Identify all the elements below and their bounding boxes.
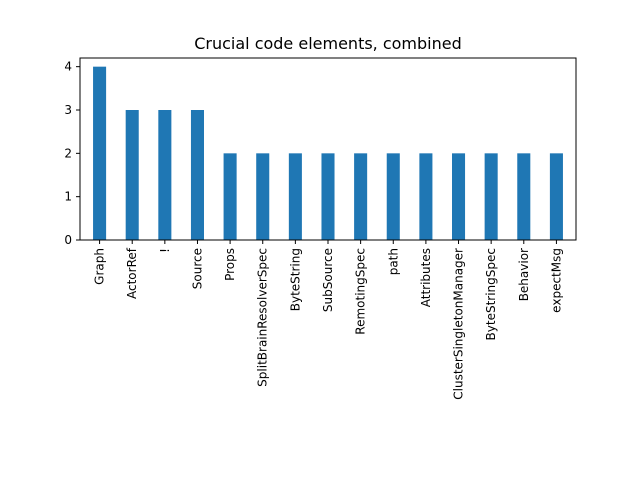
x-tick-label-3: Source [190, 248, 204, 289]
y-tick-label-1: 1 [64, 190, 72, 204]
bar-4 [223, 153, 237, 240]
x-tick-label-6: ByteString [288, 248, 302, 311]
x-axis: Graph ActorRef! Source Props SplitBrainResol… [93, 240, 563, 400]
bar-0 [93, 66, 107, 241]
plot-frame [79, 57, 577, 241]
bar-3 [190, 110, 204, 240]
bar-5 [256, 153, 270, 240]
x-tick-label-12: ByteStringSpec [484, 248, 498, 340]
x-tick-label-9: path [386, 248, 400, 275]
y-tick-label-2: 2 [64, 146, 72, 160]
x-tick-label-13: Behavior [517, 248, 531, 301]
x-tick-label-0: Graph [93, 248, 107, 285]
x-tick-label-2: ! [158, 248, 172, 253]
bar-9 [386, 153, 400, 240]
y-tick-label-0: 0 [64, 233, 72, 247]
x-tick-label-7: SubSource [321, 248, 335, 312]
bar-11 [452, 153, 466, 240]
chart-title: Crucial code elements, combined [194, 34, 462, 53]
x-tick-label-10: Attributes [419, 248, 433, 307]
bar-7 [321, 153, 335, 240]
x-tick-label-11: ClusterSingletonManager [452, 248, 466, 400]
bar-12 [484, 153, 498, 240]
bar-6 [288, 153, 302, 240]
y-tick-label-4: 4 [64, 60, 72, 74]
bar-8 [354, 153, 368, 240]
bar-1 [125, 110, 139, 240]
x-tick-label-4: Props [223, 248, 237, 281]
x-tick-label-5: SplitBrainResolverSpec [256, 248, 270, 387]
bar-13 [517, 153, 531, 240]
x-tick-label-8: RemotingSpec [354, 248, 368, 335]
bar-14 [549, 153, 563, 240]
bar-10 [419, 153, 433, 240]
y-axis: 0 1 2 3 4 [64, 60, 80, 247]
x-tick-label-14: expectMsg [549, 248, 563, 313]
x-tick-label-1: ActorRef [125, 247, 139, 299]
bars-group [93, 66, 563, 241]
y-tick-label-3: 3 [64, 103, 72, 117]
bar-2 [158, 110, 172, 240]
